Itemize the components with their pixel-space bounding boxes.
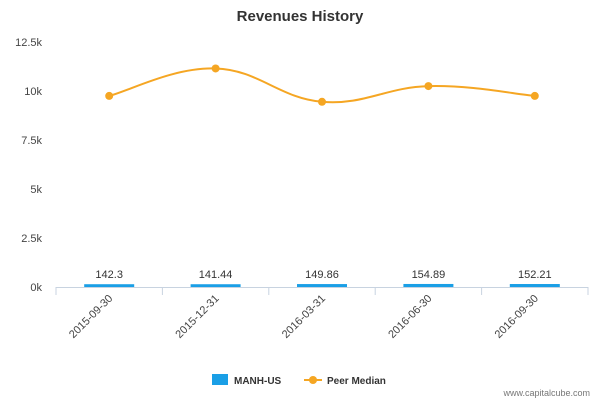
legend-label-peer-median: Peer Median [327,376,386,387]
peer-median-point [211,64,220,73]
y-tick-label: 5k [30,184,42,196]
legend: MANH-US Peer Median [212,374,386,387]
legend-swatch-manh-us [212,374,228,385]
x-tick-label: 2015-12-31 [173,293,221,341]
legend-label-manh-us: MANH-US [234,376,282,387]
y-tick-label: 10k [24,86,42,98]
bar-data-label: 142.3 [95,269,123,281]
peer-median-point [318,97,326,106]
peer-median-point [105,91,114,100]
y-axis: 0k 2.5k 5k 7.5k 10k 12.5k [15,37,42,294]
peer-median-point [530,91,539,100]
bar [509,284,560,287]
y-tick-label: 0k [30,282,42,294]
bar [190,284,241,287]
bar-data-label: 152.21 [518,269,552,281]
legend-marker-peer-median [309,376,317,384]
x-tick-label: 2016-03-31 [280,293,328,341]
bar [403,283,454,287]
peer-median-point [424,82,433,91]
bar [297,284,347,287]
x-tick-label: 2016-06-30 [386,293,434,341]
x-axis: 2015-09-30 2015-12-31 2016-03-31 2016-06-30… [55,287,589,341]
source-credit: www.capitalcube.com [502,388,590,398]
bar-data-label: 154.89 [412,269,446,281]
bar-data-label: 141.44 [199,269,233,281]
peer-median-line [108,67,535,104]
y-tick-label: 7.5k [21,135,42,147]
x-tick-label: 2016-09-30 [493,293,541,341]
bar-data-label: 149.86 [305,269,339,281]
chart-title: Revenues History [237,8,364,25]
bar-series-manh-us [84,283,560,287]
bar [84,284,135,287]
line-series-peer-median [105,64,539,106]
y-tick-label: 2.5k [21,233,42,245]
bar-data-labels: 142.3 141.44 149.86 154.89 152.21 [95,269,551,281]
x-tick-label: 2015-09-30 [67,293,115,341]
y-tick-label: 12.5k [15,37,42,49]
